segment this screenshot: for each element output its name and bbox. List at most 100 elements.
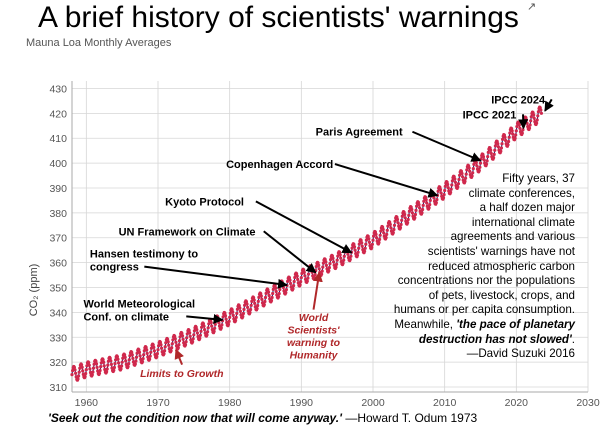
annotation-arrow xyxy=(544,98,554,112)
co2-data-point xyxy=(393,219,397,223)
co2-data-point xyxy=(410,207,414,212)
co2-data-point xyxy=(195,328,199,332)
quote-line: a half dozen major xyxy=(479,201,575,215)
co2-data-point xyxy=(536,114,540,118)
co2-data-point xyxy=(84,368,88,372)
co2-data-point xyxy=(72,365,76,369)
co2-data-point xyxy=(188,334,192,338)
co2-data-point xyxy=(461,175,465,179)
co2-data-point xyxy=(145,351,149,355)
co2-data-point xyxy=(470,174,474,178)
co2-data-point xyxy=(342,254,346,258)
co2-data-point xyxy=(292,284,296,288)
co2-data-point xyxy=(180,334,185,338)
quote-line: of pets, livestock, crops, and xyxy=(428,288,575,302)
annotation-label: IPCC 2021 xyxy=(463,109,517,121)
co2-data-point xyxy=(106,363,110,367)
co2-data-point xyxy=(80,365,84,369)
annotation-arrow xyxy=(312,271,323,310)
co2-data-point xyxy=(231,310,235,314)
co2-data-point xyxy=(87,363,91,367)
quote-emphasis: destruction has not slowed' xyxy=(418,332,572,346)
quote-line: international climate xyxy=(471,215,575,229)
co2-data-point xyxy=(228,311,232,315)
annotation-label: Limits to Growth xyxy=(140,368,223,380)
annotation-label-line: Scientists' xyxy=(287,325,340,337)
co2-data-point xyxy=(392,227,396,232)
co2-data-point xyxy=(170,346,174,350)
co2-data-point xyxy=(77,370,81,374)
co2-data-point xyxy=(327,266,331,270)
co2-data-point xyxy=(406,221,410,225)
quote-line: humans or per capita consumption. xyxy=(393,303,575,317)
co2-data-point xyxy=(155,352,159,356)
annotation-label-line: Conf. on climate xyxy=(83,311,169,323)
co2-data-point xyxy=(355,253,360,257)
annotation-label-line: Hansen testimony to xyxy=(90,249,198,261)
co2-data-point xyxy=(98,368,102,373)
co2-data-point xyxy=(157,344,161,348)
co2-data-point xyxy=(205,333,209,337)
co2-data-point xyxy=(391,231,395,235)
x-tick-label: 1970 xyxy=(146,397,170,409)
co2-data-point xyxy=(418,206,422,210)
co2-data-point xyxy=(267,293,271,298)
co2-data-point xyxy=(299,280,303,284)
co2-data-point xyxy=(85,364,89,368)
co2-data-point xyxy=(137,350,142,354)
co2-data-point xyxy=(87,361,91,365)
co2-data-point xyxy=(323,257,327,262)
co2-data-point xyxy=(142,349,146,353)
annotation-arrow xyxy=(412,130,482,162)
co2-data-point xyxy=(178,335,182,339)
co2-data-point xyxy=(127,358,131,362)
co2-data-point xyxy=(456,182,460,186)
co2-data-point xyxy=(256,303,260,308)
quote-line-emphasis: destruction has not slowed'. xyxy=(345,333,575,348)
co2-data-point xyxy=(320,272,324,276)
co2-data-point xyxy=(183,343,188,347)
co2-data-point xyxy=(367,237,371,241)
co2-data-point xyxy=(513,136,517,140)
co2-data-point xyxy=(192,333,196,337)
co2-data-point xyxy=(296,277,300,282)
co2-data-point xyxy=(374,232,378,236)
co2-data-point xyxy=(131,360,136,364)
co2-data-point xyxy=(441,196,446,200)
co2-data-point xyxy=(151,343,155,347)
annotation-label-line: Kyoto Protocol xyxy=(165,196,244,208)
co2-data-point xyxy=(115,355,119,359)
co2-data-point xyxy=(338,250,342,254)
co2-data-point xyxy=(356,250,360,254)
co2-data-point xyxy=(378,233,382,237)
co2-data-point xyxy=(185,332,189,336)
co2-data-point xyxy=(316,261,320,265)
co2-data-point xyxy=(153,352,157,357)
co2-data-point xyxy=(379,229,383,233)
y-tick-label: 320 xyxy=(49,357,67,369)
co2-data-point xyxy=(237,304,241,308)
co2-data-point xyxy=(252,296,256,300)
annotation-label: Hansen testimony to congress xyxy=(90,249,198,274)
co2-data-point xyxy=(120,360,124,364)
co2-data-point xyxy=(427,206,431,210)
co2-data-point xyxy=(96,369,100,373)
co2-data-point xyxy=(403,212,407,217)
co2-data-point xyxy=(213,326,217,330)
annotation-label-line: Humanity xyxy=(290,350,339,362)
quote-attribution: —David Suzuki 2016 xyxy=(466,347,575,361)
co2-data-point xyxy=(338,253,342,257)
co2-data-point xyxy=(259,294,263,298)
co2-data-point xyxy=(224,317,228,321)
co2-data-point xyxy=(503,135,507,139)
co2-data-point xyxy=(510,129,514,133)
co2-data-point xyxy=(92,362,96,366)
co2-data-point xyxy=(148,354,152,358)
co2-data-point xyxy=(173,334,177,338)
co2-data-point xyxy=(264,291,268,295)
co2-data-point xyxy=(266,290,271,294)
co2-data-point xyxy=(94,362,99,366)
co2-data-point xyxy=(529,119,533,123)
co2-data-point xyxy=(94,359,98,363)
